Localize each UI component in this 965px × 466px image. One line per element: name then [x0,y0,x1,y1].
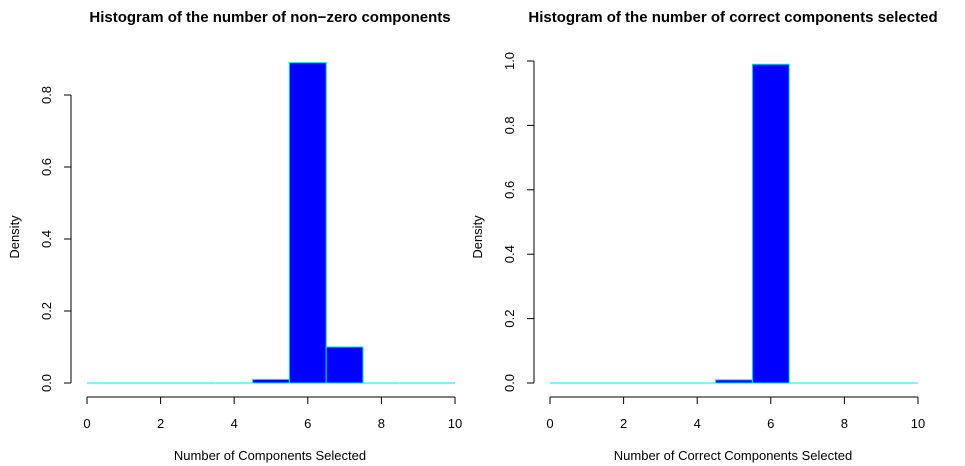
histogram-panel-correct: Histogram of the number of correct compo… [470,9,938,463]
y-tick-label: 0.8 [502,116,517,134]
bar-group [550,63,918,384]
histogram-bar [751,63,790,384]
x-tick-label: 8 [841,416,848,431]
y-tick-label: 0.0 [39,374,54,392]
x-tick-label: 4 [694,416,701,431]
x-tick-label: 2 [157,416,164,431]
y-tick-label: 0.8 [39,86,54,104]
x-tick-label: 10 [448,416,462,431]
y-tick-label: 0.6 [39,158,54,176]
bar-group [87,62,455,384]
histogram-bar [288,62,327,384]
y-axis-label: Density [7,215,22,259]
x-tick-label: 10 [911,416,925,431]
histogram-panel-nonzero: Histogram of the number of non−zero comp… [7,9,462,463]
y-tick-label: 0.0 [502,374,517,392]
histogram-bar [252,378,290,384]
y-tick-label: 0.6 [502,181,517,199]
y-axis-label: Density [470,215,485,259]
y-axis: 0.0 0.2 0.4 0.6 0.8 [39,86,72,392]
x-axis-label: Number of Correct Components Selected [614,448,852,463]
x-tick-label: 4 [231,416,238,431]
y-tick-label: 0.2 [39,302,54,320]
x-axis-label: Number of Components Selected [174,448,366,463]
x-axis: 0 2 4 6 8 10 [83,396,462,431]
y-tick-label: 1.0 [502,52,517,70]
x-tick-label: 8 [378,416,385,431]
x-tick-label: 0 [546,416,553,431]
x-tick-label: 6 [304,416,311,431]
chart-title: Histogram of the number of correct compo… [528,9,937,26]
y-axis: 0.0 0.2 0.4 0.6 0.8 1.0 [502,52,535,392]
x-tick-label: 6 [767,416,774,431]
histogram-bar [325,346,364,384]
histogram-bar [715,379,753,384]
x-tick-label: 0 [83,416,90,431]
y-tick-label: 0.4 [502,245,517,263]
y-tick-label: 0.4 [39,230,54,248]
y-tick-label: 0.2 [502,310,517,328]
x-axis: 0 2 4 6 8 10 [546,396,925,431]
chart-title: Histogram of the number of non−zero comp… [89,9,450,26]
x-tick-label: 2 [620,416,627,431]
